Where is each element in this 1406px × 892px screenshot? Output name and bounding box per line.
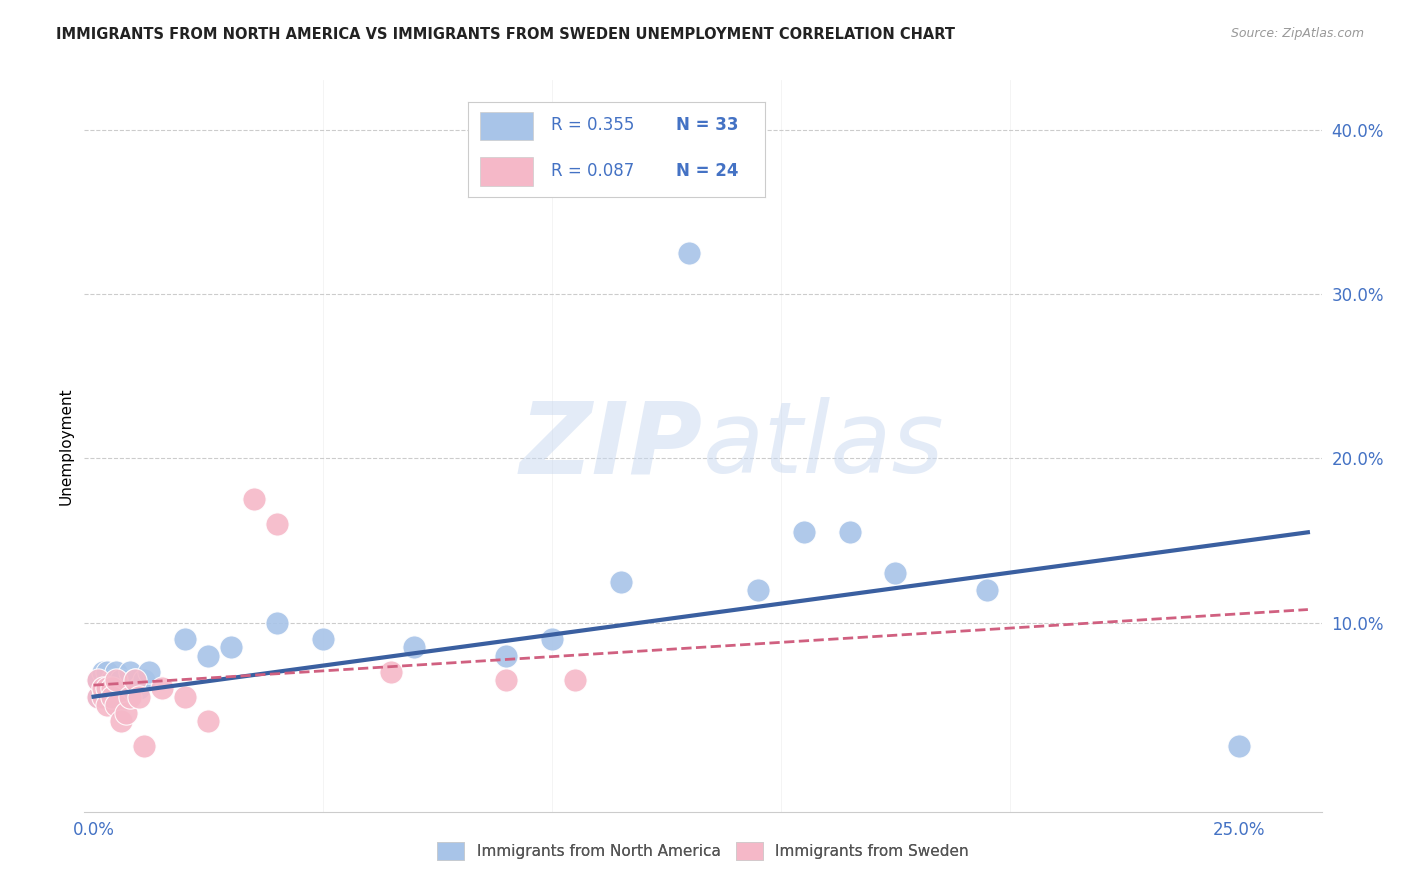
Point bbox=[91, 681, 114, 696]
Point bbox=[105, 681, 128, 696]
Point bbox=[138, 665, 160, 679]
Point bbox=[124, 673, 146, 688]
Point bbox=[96, 681, 118, 696]
Point bbox=[124, 673, 146, 688]
Point bbox=[105, 673, 128, 688]
Point bbox=[380, 665, 402, 679]
Point bbox=[91, 681, 114, 696]
Bar bbox=[479, 157, 533, 186]
Text: Source: ZipAtlas.com: Source: ZipAtlas.com bbox=[1230, 27, 1364, 40]
Point bbox=[174, 632, 197, 647]
Point bbox=[105, 698, 128, 712]
Text: atlas: atlas bbox=[703, 398, 945, 494]
Point bbox=[101, 681, 124, 696]
Point bbox=[884, 566, 907, 581]
Point bbox=[793, 525, 815, 540]
Text: IMMIGRANTS FROM NORTH AMERICA VS IMMIGRANTS FROM SWEDEN UNEMPLOYMENT CORRELATION: IMMIGRANTS FROM NORTH AMERICA VS IMMIGRA… bbox=[56, 27, 955, 42]
Text: R = 0.355: R = 0.355 bbox=[551, 116, 634, 134]
Point bbox=[96, 665, 118, 679]
Point bbox=[150, 681, 173, 696]
Text: N = 33: N = 33 bbox=[676, 116, 738, 134]
Point bbox=[1227, 739, 1250, 753]
Point bbox=[87, 673, 110, 688]
Point bbox=[747, 582, 769, 597]
Y-axis label: Unemployment: Unemployment bbox=[58, 387, 73, 505]
Point bbox=[87, 690, 110, 704]
Point bbox=[266, 615, 288, 630]
Point bbox=[495, 648, 517, 663]
Point bbox=[266, 517, 288, 532]
Point bbox=[219, 640, 242, 655]
Point bbox=[105, 665, 128, 679]
Point bbox=[87, 673, 110, 688]
Point bbox=[91, 665, 114, 679]
Point bbox=[243, 492, 266, 507]
Point bbox=[91, 690, 114, 704]
Text: R = 0.087: R = 0.087 bbox=[551, 161, 634, 179]
Point bbox=[311, 632, 333, 647]
Point bbox=[110, 714, 132, 729]
Point bbox=[495, 673, 517, 688]
Point bbox=[976, 582, 998, 597]
Point bbox=[564, 673, 586, 688]
Text: N = 24: N = 24 bbox=[676, 161, 738, 179]
Point bbox=[540, 632, 562, 647]
Point bbox=[120, 665, 142, 679]
Point bbox=[87, 690, 110, 704]
Point bbox=[128, 690, 150, 704]
Point bbox=[132, 673, 155, 688]
Point bbox=[96, 698, 118, 712]
Point bbox=[174, 690, 197, 704]
Point bbox=[197, 648, 219, 663]
Point bbox=[120, 690, 142, 704]
Point bbox=[96, 681, 118, 696]
Point bbox=[101, 690, 124, 704]
Legend: Immigrants from North America, Immigrants from Sweden: Immigrants from North America, Immigrant… bbox=[430, 837, 976, 866]
Point bbox=[197, 714, 219, 729]
Bar bbox=[479, 112, 533, 140]
Point bbox=[101, 690, 124, 704]
Point bbox=[678, 245, 700, 260]
Point bbox=[110, 673, 132, 688]
Text: ZIP: ZIP bbox=[520, 398, 703, 494]
Point bbox=[609, 574, 631, 589]
Point bbox=[404, 640, 426, 655]
Point bbox=[101, 673, 124, 688]
Point bbox=[132, 739, 155, 753]
Point bbox=[114, 681, 136, 696]
Point bbox=[128, 681, 150, 696]
Point bbox=[838, 525, 860, 540]
Point bbox=[114, 706, 136, 720]
